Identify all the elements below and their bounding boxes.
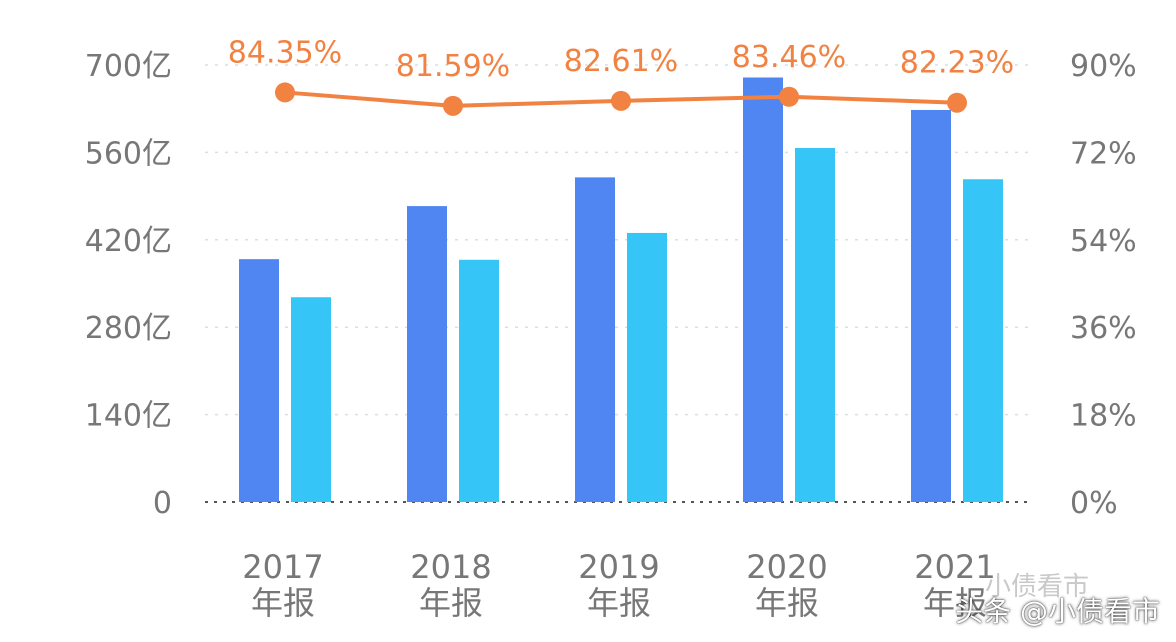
right-tick-label: 72% (1070, 136, 1137, 171)
right-tick-label: 18% (1070, 399, 1137, 434)
x-tick-label: 年报 (923, 584, 987, 622)
right-tick-label: 0% (1070, 486, 1118, 521)
watermark-main: 头条 @小债看市 (955, 595, 1160, 628)
axes: 0 140亿 280亿 420亿 560亿 700亿 0% 18% 36% 54% 72% 90% 20… (85, 49, 1137, 622)
rate-point (611, 90, 631, 111)
rate-point (275, 82, 295, 103)
left-tick-label: 560亿 (85, 136, 172, 171)
x-tick-year: 2018 (410, 548, 491, 586)
bar-series_1 (743, 77, 783, 502)
left-tick-label: 420亿 (85, 224, 172, 259)
bars (239, 77, 1003, 503)
x-tick-year: 2020 (746, 548, 827, 586)
bar-series_1 (911, 109, 951, 502)
rate-data-label: 81.59% (396, 49, 510, 84)
bar-series_1 (239, 259, 279, 502)
x-tick-label: 年报 (755, 584, 819, 622)
rate-data-label: 82.61% (564, 44, 678, 79)
rate-data-label: 83.46% (732, 40, 846, 75)
x-tick-year: 2021 (914, 548, 995, 586)
watermark-faint: 小债看市 (985, 572, 1090, 602)
x-tick-year: 2017 (242, 548, 323, 586)
x-tick-label: 年报 (419, 584, 483, 622)
rate-point (947, 92, 967, 113)
bar-series_1 (407, 206, 447, 503)
x-tick-year: 2019 (578, 548, 659, 586)
left-tick-label: 280亿 (85, 311, 172, 346)
gridlines (205, 64, 1030, 503)
right-tick-label: 54% (1070, 224, 1137, 259)
left-tick-label: 0 (153, 486, 172, 521)
bar-series_2 (963, 179, 1003, 502)
bar-series_2 (459, 259, 499, 502)
bar-series_2 (627, 232, 667, 502)
rate-line: 84.35% 81.59% 82.61% 83.46% 82.23% (228, 35, 1014, 116)
right-tick-label: 90% (1070, 49, 1137, 84)
left-tick-label: 700亿 (85, 49, 172, 84)
right-tick-label: 36% (1070, 311, 1137, 346)
rate-data-label: 82.23% (900, 46, 1014, 81)
bar-series_2 (291, 297, 331, 502)
bar-series_1 (575, 177, 615, 502)
rate-point (779, 86, 799, 107)
left-tick-label: 140亿 (85, 399, 172, 434)
x-tick-label: 年报 (587, 584, 651, 622)
rate-point (443, 95, 463, 116)
rate-data-label: 84.35% (228, 35, 342, 70)
bar-series_2 (795, 148, 835, 502)
x-tick-label: 年报 (251, 584, 315, 622)
